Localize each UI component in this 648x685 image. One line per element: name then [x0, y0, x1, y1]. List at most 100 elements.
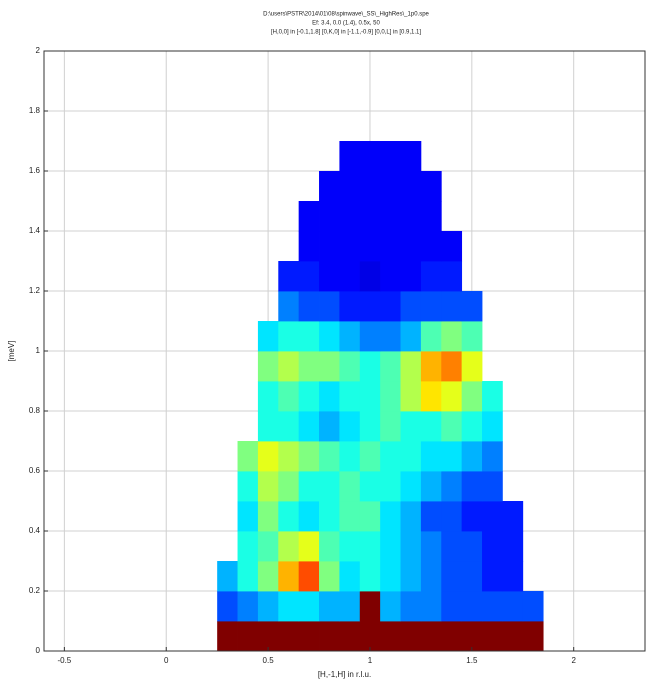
heatmap-cell [400, 411, 422, 442]
heatmap-cell [298, 231, 320, 262]
heatmap-cell [461, 321, 483, 352]
heatmap-cell [461, 441, 483, 472]
heatmap-cell [380, 291, 401, 322]
heatmap-cell [298, 201, 320, 232]
y-tick-label: 0.8 [29, 406, 41, 415]
heatmap-cell [420, 291, 442, 322]
heatmap-cell [441, 321, 463, 352]
heatmap-cell [380, 441, 401, 472]
heatmap-cell [298, 261, 320, 292]
heatmap-cell [237, 591, 259, 622]
heatmap-cell [420, 561, 442, 592]
heatmap-cell [339, 261, 361, 292]
heatmap-cell [380, 531, 401, 562]
heatmap-cell [380, 201, 401, 232]
heatmap-cell [319, 261, 340, 292]
heatmap-cell [278, 501, 300, 532]
heatmap-cell [217, 561, 238, 592]
heatmap-cell [359, 141, 381, 172]
heatmap-cell [420, 501, 442, 532]
heatmap-cell [380, 381, 401, 412]
heatmap-cell [237, 621, 259, 652]
heatmap-cell [502, 621, 524, 652]
x-tick-label: 2 [571, 656, 576, 665]
heatmap-cell [257, 531, 279, 562]
heatmap-cell [217, 621, 238, 652]
heatmap-cell [400, 351, 422, 382]
heatmap-cell [420, 621, 442, 652]
y-tick-label: 2 [36, 46, 41, 55]
heatmap-cell [441, 621, 463, 652]
heatmap-cell [278, 261, 300, 292]
heatmap-cell [441, 411, 463, 442]
heatmap-cell [482, 561, 503, 592]
heatmap-cell [400, 261, 422, 292]
heatmap-cell [400, 201, 422, 232]
heatmap-cell [400, 291, 422, 322]
heatmap-cell [522, 621, 544, 652]
heatmap-cell [237, 441, 259, 472]
heatmap-cell [420, 441, 442, 472]
heatmap-cell [298, 591, 320, 622]
heatmap-cell [359, 231, 381, 262]
heatmap-cell [420, 591, 442, 622]
heatmap-cell [482, 621, 503, 652]
heatmap-cell [359, 201, 381, 232]
heatmap-cell [420, 411, 442, 442]
y-tick-label: 0.6 [29, 466, 41, 475]
heatmap-cell [319, 441, 340, 472]
heatmap-cell [298, 471, 320, 502]
heatmap-cell [420, 321, 442, 352]
heatmap-cell [359, 411, 381, 442]
y-axis-label: [meV] [7, 341, 16, 362]
heatmap-cell [278, 591, 300, 622]
heatmap-cell [319, 351, 340, 382]
heatmap-cell [278, 621, 300, 652]
heatmap-cell [482, 531, 503, 562]
heatmap-cell [461, 411, 483, 442]
heatmap-cell [257, 411, 279, 442]
heatmap-cell [380, 141, 401, 172]
heatmap-cell [339, 501, 361, 532]
heatmap-cell [420, 351, 442, 382]
heatmap-cell [319, 381, 340, 412]
heatmap-cell [461, 291, 483, 322]
heatmap-cell [441, 471, 463, 502]
heatmap-cell [380, 171, 401, 202]
heatmap-cell [461, 471, 483, 502]
heatmap-cell [482, 591, 503, 622]
heatmap-cell [380, 321, 401, 352]
heatmap-cell [502, 561, 524, 592]
heatmap-cell [237, 501, 259, 532]
chart-title: Ef: 3.4, 0.0 (1.4), 0.5x, 50 [312, 21, 380, 27]
heatmap-cell [400, 231, 422, 262]
heatmap-cell [278, 561, 300, 592]
heatmap-cell [359, 171, 381, 202]
heatmap-cell [359, 561, 381, 592]
y-tick-label: 1.4 [29, 226, 41, 235]
heatmap-cell [502, 501, 524, 532]
heatmap-cell [359, 261, 381, 292]
x-tick-label: 0 [164, 656, 169, 665]
heatmap-cell [380, 591, 401, 622]
heatmap-cell [339, 321, 361, 352]
heatmap-cell [461, 621, 483, 652]
heatmap-cell [298, 321, 320, 352]
heatmap-cell [339, 471, 361, 502]
heatmap-cell [380, 501, 401, 532]
heatmap-cell [400, 471, 422, 502]
heatmap-cell [441, 591, 463, 622]
heatmap-cell [400, 441, 422, 472]
heatmap-cell [441, 291, 463, 322]
heatmap-cell [339, 591, 361, 622]
x-tick-label: -0.5 [57, 656, 71, 665]
heatmap-cell [298, 531, 320, 562]
heatmap-cell [441, 381, 463, 412]
heatmap-cell [319, 591, 340, 622]
y-tick-label: 1.8 [29, 106, 41, 115]
heatmap-cell [257, 441, 279, 472]
heatmap-cell [339, 621, 361, 652]
heatmap-cell [359, 501, 381, 532]
heatmap-cell [482, 381, 503, 412]
